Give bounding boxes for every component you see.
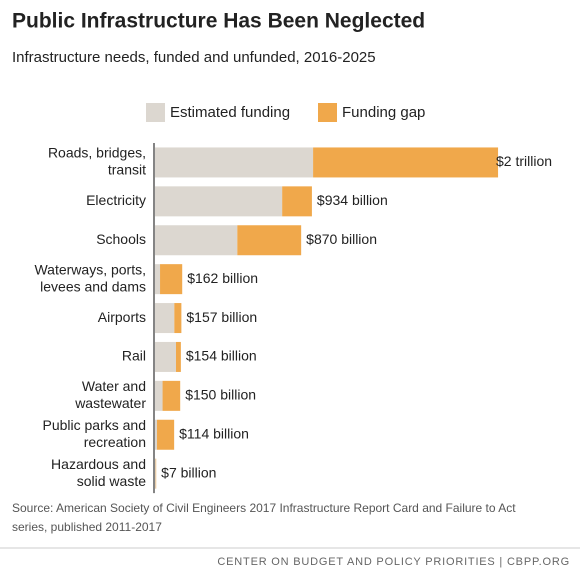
- legend-label: Funding gap: [342, 104, 425, 121]
- bar-segment: [160, 264, 183, 295]
- category-label: solid waste: [77, 473, 146, 489]
- bar-segment: [176, 341, 181, 372]
- category-label: Public parks and: [42, 417, 146, 433]
- bar-segment: [174, 303, 182, 334]
- total-label: $154 billion: [186, 348, 257, 364]
- bar-segment: [162, 380, 181, 411]
- category-label: wastewater: [74, 395, 146, 411]
- bar-segment: [282, 186, 312, 217]
- total-label: $870 billion: [306, 231, 377, 247]
- bar-segment: [157, 419, 175, 450]
- total-label: $162 billion: [187, 270, 258, 286]
- bar-segment: [155, 341, 176, 372]
- category-label: levees and dams: [40, 278, 146, 294]
- category-label: Electricity: [86, 192, 146, 208]
- category-label: Rail: [122, 348, 146, 364]
- category-label: Roads, bridges,: [48, 145, 146, 161]
- category-label: Schools: [96, 231, 146, 247]
- bar-segment: [155, 458, 157, 489]
- bar-segment: [155, 419, 158, 450]
- bar-segment: [155, 458, 156, 489]
- source: series, published 2011-2017: [12, 520, 162, 534]
- total-label: $157 billion: [186, 309, 257, 325]
- footer: CENTER ON BUDGET AND POLICY PRIORITIES |…: [217, 556, 570, 568]
- chart-subtitle: Infrastructure needs, funded and unfunde…: [12, 49, 376, 66]
- category-label: recreation: [84, 434, 146, 450]
- legend-swatch: [146, 103, 165, 122]
- bar-segment: [155, 147, 314, 178]
- total-label: $114 billion: [179, 425, 249, 441]
- total-label: $7 billion: [161, 464, 216, 480]
- source: Source: American Society of Civil Engine…: [12, 501, 516, 515]
- total-label: $934 billion: [317, 192, 388, 208]
- bar-segment: [237, 225, 302, 256]
- bar-segment: [155, 264, 161, 295]
- legend-swatch: [318, 103, 337, 122]
- bar-segment: [155, 303, 175, 334]
- bar-segment: [313, 147, 499, 178]
- category-label: transit: [108, 162, 146, 178]
- category-label: Airports: [98, 309, 146, 325]
- bar-segment: [155, 186, 283, 217]
- category-label: Waterways, ports,: [34, 261, 146, 277]
- total-label: $2 trillion: [496, 153, 552, 169]
- category-label: Water and: [82, 378, 146, 394]
- total-label: $150 billion: [185, 387, 256, 403]
- chart-title: Public Infrastructure Has Been Neglected: [12, 10, 425, 33]
- legend-label: Estimated funding: [170, 104, 290, 121]
- bar-segment: [155, 380, 163, 411]
- category-label: Hazardous and: [51, 456, 146, 472]
- bar-segment: [155, 225, 238, 256]
